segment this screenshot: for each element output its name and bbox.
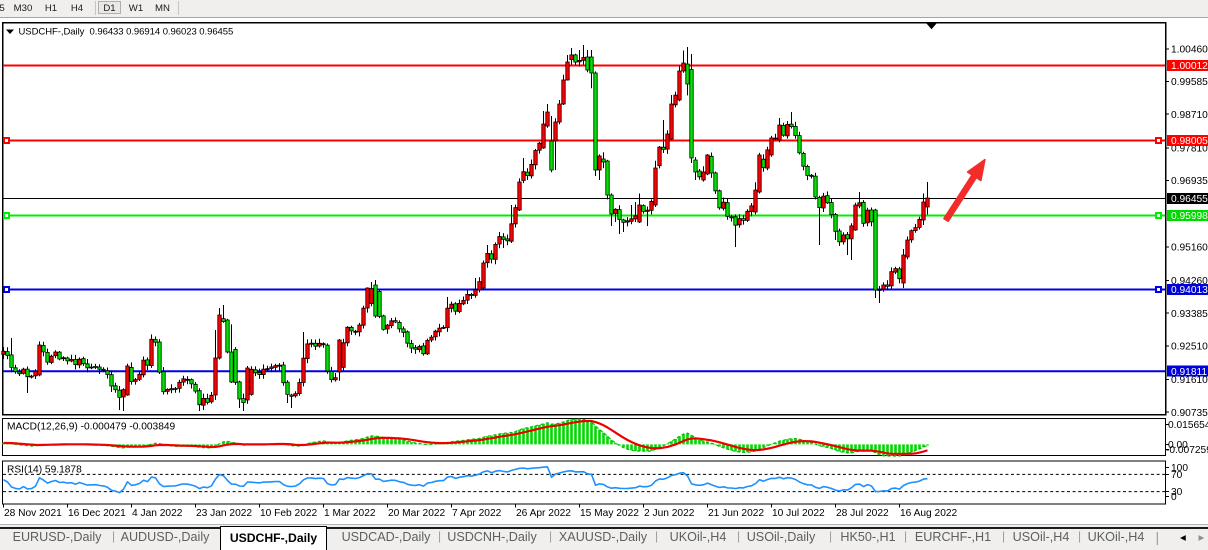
svg-text:0.96455: 0.96455 [1171,194,1208,205]
svg-text:0.95998: 0.95998 [1171,211,1208,222]
svg-text:16 Aug 2022: 16 Aug 2022 [900,508,958,519]
svg-text:0: 0 [1171,492,1177,503]
svg-text:0.97810: 0.97810 [1171,143,1208,154]
svg-text:1 Mar 2022: 1 Mar 2022 [324,508,376,519]
svg-text:RSI(14) 59.1878: RSI(14) 59.1878 [7,465,82,476]
svg-text:0.94260: 0.94260 [1171,276,1208,287]
svg-text:0.00: 0.00 [1168,440,1188,451]
svg-text:0.98710: 0.98710 [1171,110,1208,121]
svg-text:0.91610: 0.91610 [1171,375,1208,386]
svg-text:23 Jan 2022: 23 Jan 2022 [196,508,252,519]
svg-text:100: 100 [1171,463,1188,474]
svg-text:0.015654: 0.015654 [1168,420,1208,431]
svg-text:0.93385: 0.93385 [1171,309,1208,320]
svg-text:4 Jan 2022: 4 Jan 2022 [132,508,183,519]
svg-text:0.94013: 0.94013 [1171,285,1208,296]
svg-text:28 Jul 2022: 28 Jul 2022 [836,508,889,519]
svg-text:2 Jun 2022: 2 Jun 2022 [644,508,695,519]
svg-text:0.96935: 0.96935 [1171,176,1208,187]
svg-text:0.92510: 0.92510 [1171,341,1208,352]
svg-text:0.95160: 0.95160 [1171,242,1208,253]
svg-text:10 Jul 2022: 10 Jul 2022 [772,508,825,519]
svg-text:70: 70 [1171,470,1183,481]
svg-text:16 Dec 2021: 16 Dec 2021 [68,508,126,519]
svg-text:-0.007259: -0.007259 [1166,445,1208,456]
svg-text:10 Feb 2022: 10 Feb 2022 [260,508,318,519]
svg-text:1.00012: 1.00012 [1171,61,1208,72]
svg-text:28 Nov 2021: 28 Nov 2021 [4,508,62,519]
svg-text:1.00460: 1.00460 [1171,44,1208,55]
svg-text:15 May 2022: 15 May 2022 [580,508,639,519]
svg-text:0.99585: 0.99585 [1171,77,1208,88]
svg-text:7 Apr 2022: 7 Apr 2022 [452,508,502,519]
svg-text:MACD(12,26,9) -0.000479 -0.003: MACD(12,26,9) -0.000479 -0.003849 [7,422,176,433]
svg-text:0.98005: 0.98005 [1171,136,1208,147]
svg-text:0.90735: 0.90735 [1171,408,1208,419]
svg-text:30: 30 [1171,487,1183,498]
svg-text:21 Jun 2022: 21 Jun 2022 [708,508,764,519]
svg-text:USDCHF-,Daily 0.96433 0.96914: USDCHF-,Daily 0.96433 0.96914 0.96023 0.… [19,27,234,38]
svg-text:26 Apr 2022: 26 Apr 2022 [516,508,571,519]
svg-text:0.91811: 0.91811 [1171,367,1207,378]
svg-text:20 Mar 2022: 20 Mar 2022 [388,508,446,519]
